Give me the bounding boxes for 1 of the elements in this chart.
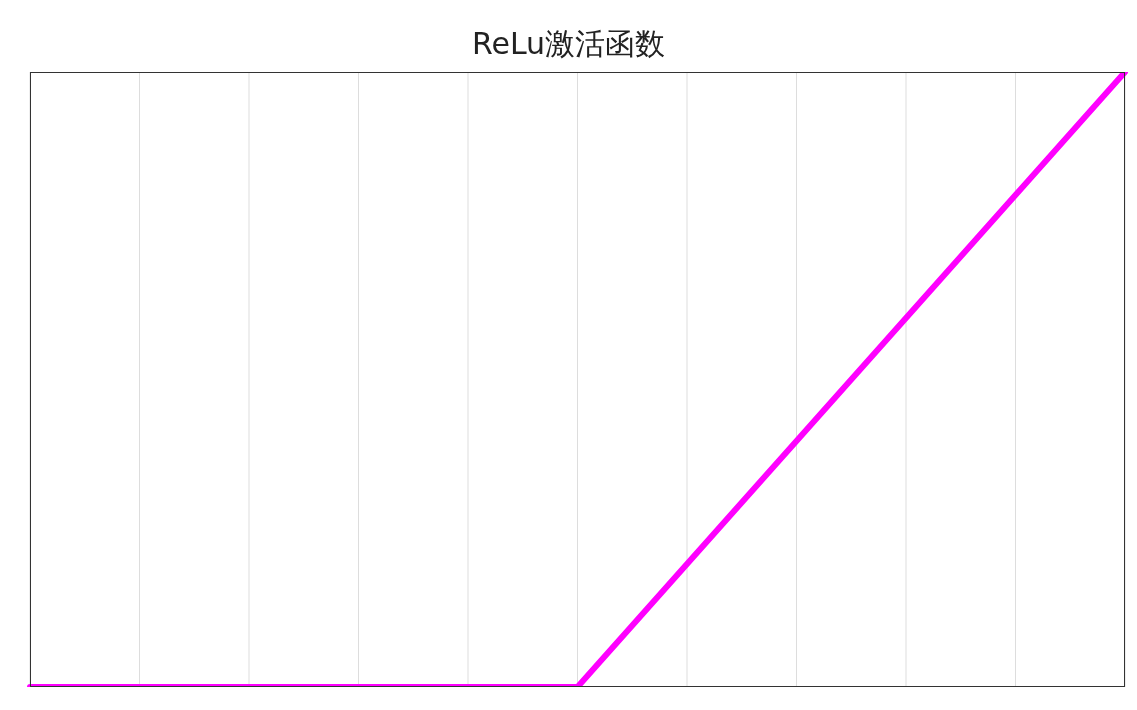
chart-title: ReLu激活函数: [470, 25, 667, 63]
